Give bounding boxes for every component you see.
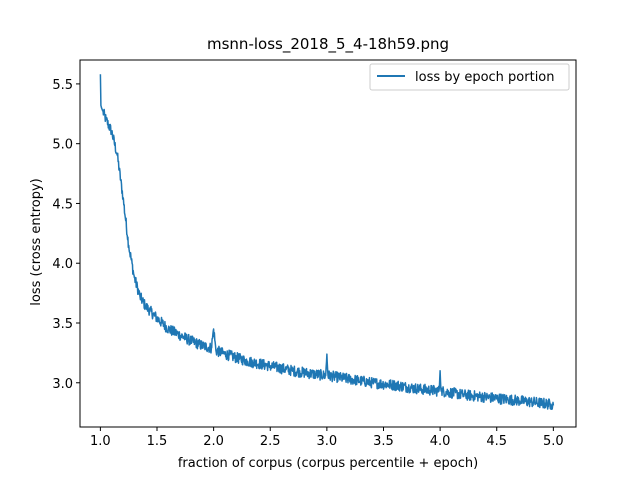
y-axis-label: loss (cross entropy) (29, 178, 44, 306)
x-tick-label: 3.0 (317, 434, 338, 449)
x-tick-label: 3.5 (373, 434, 394, 449)
x-tick-label: 1.5 (147, 434, 168, 449)
x-tick-label: 1.0 (90, 434, 111, 449)
y-tick-label: 3.5 (52, 317, 73, 332)
legend-box (369, 63, 570, 91)
y-tick-label: 4.5 (52, 197, 73, 212)
x-tick-label: 2.0 (203, 434, 224, 449)
legend-label: loss by epoch portion (415, 70, 555, 85)
x-axis-label: fraction of corpus (corpus percentile + … (178, 456, 478, 471)
x-tick-label: 2.5 (260, 434, 281, 449)
y-tick-label: 5.5 (52, 78, 73, 93)
y-tick-label: 3.0 (52, 377, 73, 392)
x-tick-label: 4.5 (486, 434, 507, 449)
series-line-loss (99, 74, 555, 410)
y-tick-label: 5.0 (52, 138, 73, 153)
legend: loss by epoch portion (369, 63, 570, 91)
plot-frame (79, 59, 577, 428)
chart-title: msnn-loss_2018_5_4-18h59.png (207, 35, 449, 54)
x-tick-label: 5.0 (543, 434, 564, 449)
y-tick-label: 4.0 (52, 257, 73, 272)
x-tick-label: 4.0 (430, 434, 451, 449)
plot-area: 1.0 1.5 2.0 2.5 3.0 3.5 4.0 4.5 5.0 3.0 3.5 4.0 4.5 5… (52, 59, 577, 449)
